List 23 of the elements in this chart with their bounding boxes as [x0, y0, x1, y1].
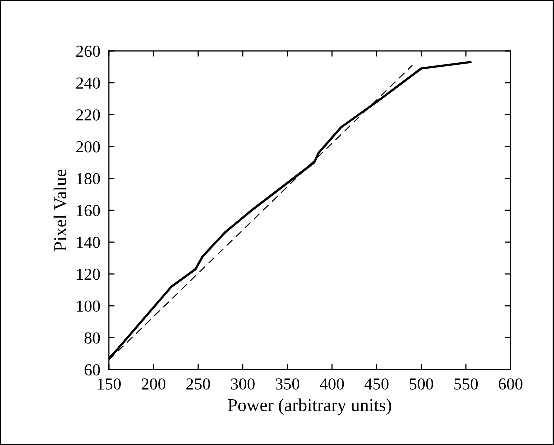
y-tick-label: 60: [84, 364, 100, 376]
y-tick-label: 220: [76, 110, 100, 121]
x-tick-label: 450: [364, 378, 389, 390]
y-tick-label: 140: [77, 237, 100, 248]
y-tick-label: 80: [84, 332, 100, 344]
y-tick-label: 200: [76, 141, 100, 153]
x-tick-label: 150: [98, 378, 122, 390]
x-tick-label: 250: [186, 378, 210, 390]
y-tick-label: 160: [77, 205, 100, 216]
y-tick-label: 240: [76, 78, 100, 89]
x-tick-label: 300: [231, 378, 255, 390]
y-tick-label: 120: [77, 268, 100, 280]
x-tick-label: 550: [454, 378, 478, 390]
x-tick-label: 400: [320, 378, 344, 390]
x-tick-label: 200: [142, 378, 166, 390]
y-tick-label: 180: [77, 173, 100, 185]
x-tick-label: 500: [410, 378, 434, 390]
y-axis-title: Pixel Value: [54, 170, 67, 252]
y-tick-label: 260: [76, 46, 100, 58]
x-axis-title: Power (arbitrary units): [228, 398, 392, 416]
x-tick-label: 600: [499, 378, 523, 390]
x-tick-label: 350: [276, 378, 300, 390]
y-tick-label: 100: [77, 300, 100, 312]
